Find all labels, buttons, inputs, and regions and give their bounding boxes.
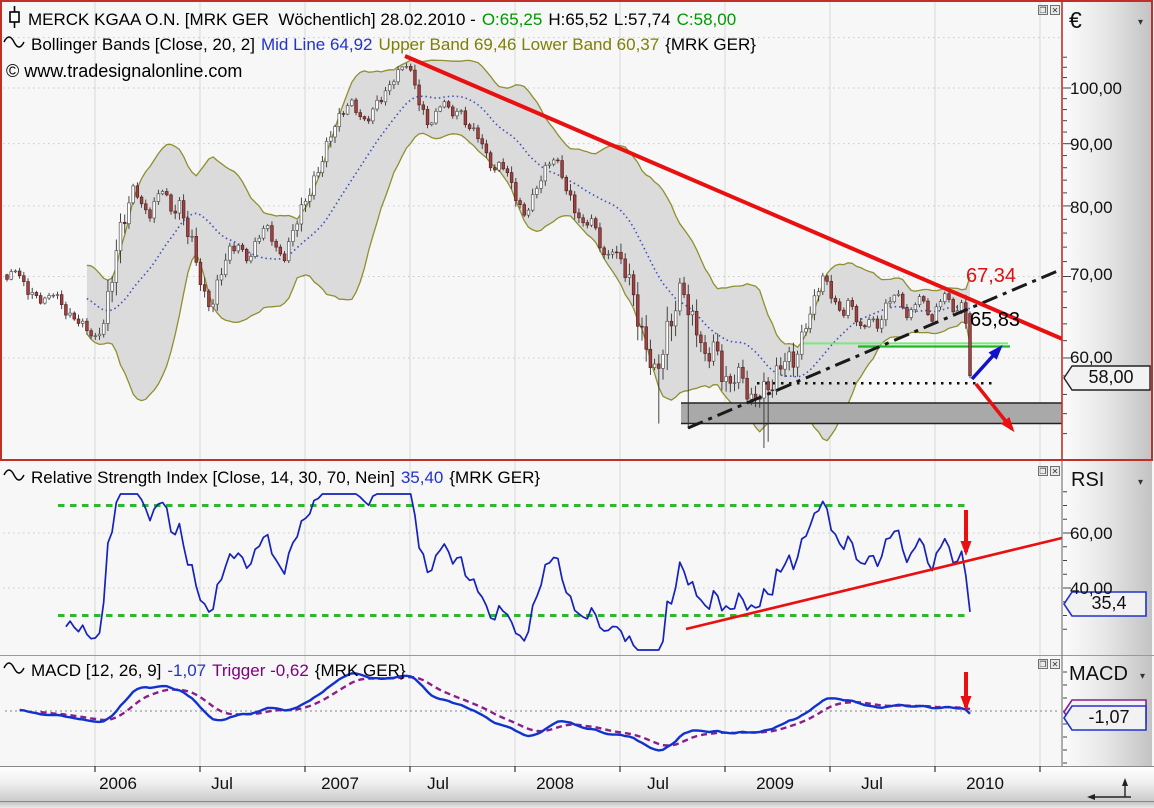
time-axis-label: 2010 — [966, 774, 1004, 793]
price-axis-dropdown-icon[interactable]: ▾ — [1138, 17, 1144, 28]
time-axis-label: Jul — [861, 774, 883, 793]
close-value: C:58,00 — [676, 9, 737, 29]
maximize-button[interactable]: ❐ — [1038, 659, 1048, 669]
price-tick-label: 80,00 — [1070, 198, 1113, 217]
time-axis-label: Jul — [427, 774, 449, 793]
wave-icon — [3, 660, 25, 681]
price-legend-row[interactable]: MERCK KGAA O.N. [MRK GER Wöchentlich] 28… — [8, 6, 736, 33]
price-tick-label: 100,00 — [1070, 79, 1122, 98]
rsi-value: 35,40 — [400, 467, 444, 487]
price-tick-label: 60,00 — [1070, 348, 1113, 367]
macd-value-badge: -1,07 — [1088, 707, 1130, 727]
macd-name: MACD [12, 26, 9] — [31, 660, 162, 680]
wave-icon — [3, 34, 25, 55]
window-bottom-edge — [0, 801, 1154, 808]
macd-axis-dropdown-icon[interactable]: ▾ — [1140, 671, 1146, 682]
macd-symbol: {MRK GER} — [314, 660, 406, 680]
rsi-tick-label: 60,00 — [1070, 524, 1113, 543]
price-axis-title: € — [1069, 7, 1082, 33]
macd-value: -1,07 — [167, 660, 207, 680]
macd-axis-title: MACD — [1069, 663, 1128, 685]
time-axis-label: 2008 — [536, 774, 574, 793]
time-axis-label: 2007 — [321, 774, 359, 793]
high-value: H:65,52 — [548, 9, 608, 29]
rsi-symbol: {MRK GER} — [449, 467, 541, 487]
open-value: O:65,25 — [481, 9, 543, 29]
maximize-button[interactable]: ❐ — [1038, 466, 1048, 476]
price-axis-scale[interactable] — [1063, 2, 1152, 460]
macd-legend-row[interactable]: MACD [12, 26, 9] -1,07 Trigger -0,62 {MR… — [3, 660, 406, 681]
close-icon[interactable]: ✕ — [1050, 466, 1060, 476]
rsi-axis-scale[interactable] — [1063, 461, 1152, 656]
rsi-legend-row[interactable]: Relative Strength Index [Close, 14, 30, … — [3, 467, 540, 488]
bollinger-legend-row[interactable]: Bollinger Bands [Close, 20, 2] Mid Line … — [3, 34, 756, 55]
rsi-name: Relative Strength Index [Close, 14, 30, … — [31, 467, 395, 487]
maximize-button[interactable]: ❐ — [1038, 5, 1048, 15]
price-tick-label: 70,00 — [1070, 265, 1113, 284]
rsi-axis-title: RSI — [1071, 469, 1105, 491]
close-icon[interactable]: ✕ — [1050, 659, 1060, 669]
close-icon[interactable]: ✕ — [1050, 5, 1060, 15]
copyright-watermark: © www.tradesignalonline.com — [6, 61, 243, 81]
time-axis-scale[interactable] — [0, 766, 1154, 802]
macd-trigger-value: Trigger -0,62 — [212, 660, 309, 680]
axes-reset-icon[interactable] — [1085, 778, 1137, 805]
wave-icon — [3, 467, 25, 488]
bollinger-name: Bollinger Bands [Close, 20, 2] — [31, 34, 255, 54]
bollinger-midline-value: Mid Line 64,92 — [260, 34, 373, 54]
bollinger-bands-values: Upper Band 69,46 Lower Band 60,37 — [378, 34, 660, 54]
time-axis-label: 2006 — [99, 774, 137, 793]
rsi-value-badge: 35,4 — [1091, 593, 1127, 613]
candlestick-icon — [8, 6, 21, 33]
bollinger-symbol: {MRK GER} — [665, 34, 756, 54]
low-value: L:57,74 — [613, 9, 671, 29]
rsi-axis-dropdown-icon[interactable]: ▾ — [1138, 477, 1144, 488]
price-tick-label: 90,00 — [1070, 135, 1113, 154]
time-axis-label: Jul — [647, 774, 669, 793]
trendline-target-lower: 65,83 — [970, 309, 1021, 331]
time-axis-label: Jul — [211, 774, 233, 793]
last-price-badge: 58,00 — [1088, 367, 1134, 387]
time-axis-label: 2009 — [756, 774, 794, 793]
trendline-target-upper: 67,34 — [966, 265, 1017, 287]
instrument-title: MERCK KGAA O.N. [MRK GER Wöchentlich] 28… — [28, 9, 476, 29]
